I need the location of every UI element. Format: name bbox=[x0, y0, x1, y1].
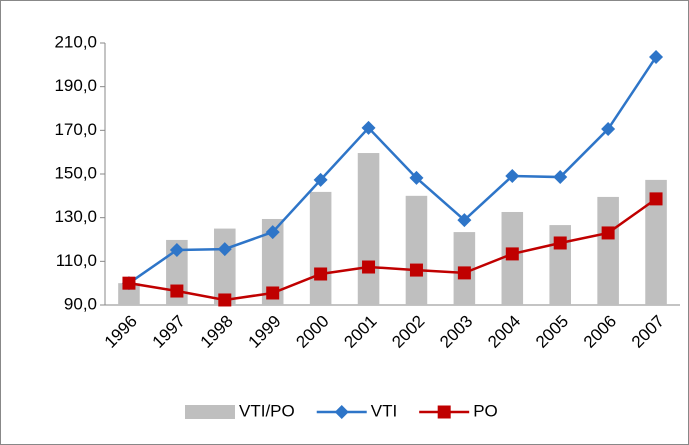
bar bbox=[357, 153, 380, 305]
bar bbox=[645, 179, 667, 305]
y-tick-label: 150,0 bbox=[54, 163, 97, 182]
point bbox=[409, 170, 424, 185]
point bbox=[361, 120, 376, 135]
point bbox=[169, 242, 184, 257]
legend-label: PO bbox=[473, 401, 498, 420]
legend-swatch bbox=[185, 405, 235, 419]
y-tick-label: 190,0 bbox=[54, 76, 97, 95]
bar bbox=[261, 218, 284, 305]
legend-label: VTI bbox=[371, 401, 397, 420]
point bbox=[409, 263, 423, 277]
point bbox=[457, 213, 472, 228]
y-tick-label: 90,0 bbox=[64, 294, 97, 313]
y-tick-label: 210,0 bbox=[54, 32, 97, 51]
point bbox=[313, 172, 328, 187]
point bbox=[217, 242, 232, 257]
bar bbox=[597, 196, 619, 305]
point bbox=[649, 192, 663, 206]
line bbox=[128, 197, 657, 302]
point bbox=[457, 266, 471, 280]
point bbox=[601, 122, 616, 137]
bar bbox=[309, 191, 332, 305]
point bbox=[266, 286, 280, 300]
legend-label: VTI/PO bbox=[239, 401, 295, 420]
bar bbox=[405, 195, 428, 305]
point bbox=[437, 405, 451, 419]
point bbox=[218, 293, 232, 307]
point bbox=[362, 260, 376, 274]
point bbox=[170, 284, 184, 298]
point bbox=[601, 226, 615, 240]
point bbox=[334, 405, 349, 419]
point bbox=[265, 225, 280, 240]
point bbox=[314, 267, 328, 281]
point bbox=[505, 247, 519, 261]
point bbox=[122, 276, 136, 290]
point bbox=[505, 168, 520, 183]
point bbox=[553, 236, 567, 250]
y-tick-label: 170,0 bbox=[54, 120, 97, 139]
point bbox=[649, 49, 664, 64]
y-tick-label: 110,0 bbox=[56, 251, 97, 270]
line bbox=[128, 56, 658, 285]
y-tick-label: 130,0 bbox=[54, 207, 97, 226]
point bbox=[553, 170, 568, 185]
